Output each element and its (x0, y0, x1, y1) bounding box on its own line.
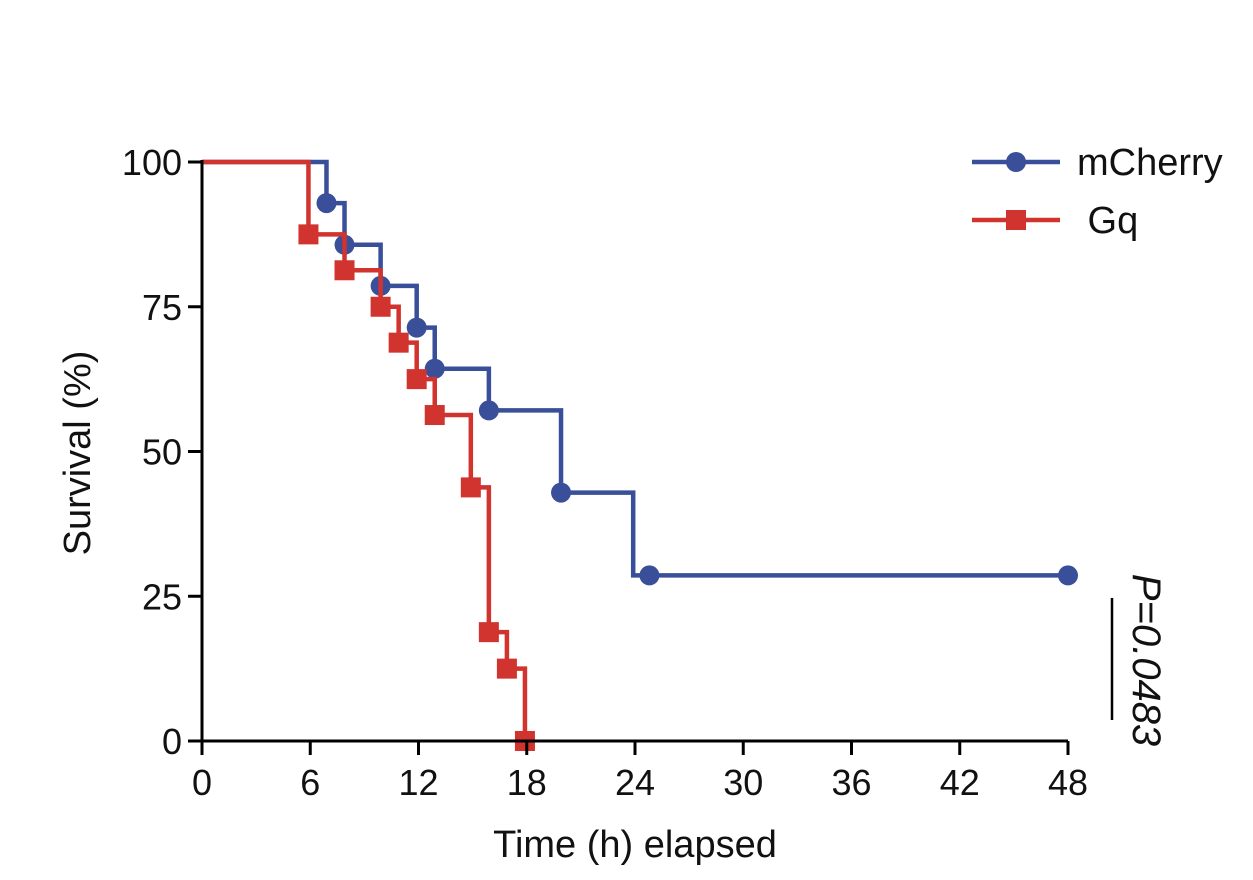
x-tick-label: 36 (831, 762, 871, 803)
y-tick-label: 0 (162, 721, 182, 762)
x-tick-label: 0 (192, 762, 212, 803)
data-point-mcherry (1058, 565, 1078, 586)
x-tick-label: 30 (723, 762, 763, 803)
legend: mCherry Gq (972, 142, 1223, 242)
y-tick-label: 50 (142, 432, 182, 473)
y-axis-label: Survival (%) (57, 351, 99, 556)
p-value-text: P=0.0483 (1124, 574, 1168, 746)
data-point-gq (388, 332, 409, 353)
data-point-mcherry (478, 400, 499, 421)
data-point-mcherry (406, 317, 427, 338)
y-tick-label: 25 (142, 576, 182, 617)
series-line-gq (202, 159, 528, 741)
legend-label-gq: Gq (1077, 200, 1138, 242)
data-point-gq (460, 477, 481, 498)
x-axis-label: Time (h) elapsed (493, 824, 777, 866)
data-point-gq (424, 405, 445, 426)
legend-marker-gq (1006, 210, 1026, 230)
p-value-annotation: P=0.0483 (1110, 574, 1168, 746)
x-tick-label: 12 (398, 762, 438, 803)
data-point-gq (370, 296, 391, 317)
data-point-mcherry (639, 565, 660, 586)
x-tick-label: 42 (940, 762, 980, 803)
x-tick-label: 48 (1048, 762, 1088, 803)
y-tick-label: 100 (122, 142, 182, 183)
data-point-gq (298, 224, 319, 245)
y-tick-label: 75 (142, 287, 182, 328)
data-point-gq (406, 369, 427, 390)
data-point-gq (334, 260, 355, 281)
data-point-mcherry (551, 482, 572, 503)
legend-label-mcherry: mCherry (1077, 142, 1223, 184)
data-point-mcherry (316, 193, 337, 214)
legend-marker-mcherry (1006, 152, 1026, 172)
x-tick-label: 24 (615, 762, 655, 803)
x-tick-label: 6 (300, 762, 320, 803)
data-point-gq (496, 658, 517, 679)
data-point-gq (478, 622, 499, 643)
series-line-mcherry (202, 159, 1068, 578)
data-point-mcherry (424, 358, 445, 379)
x-tick-label: 18 (507, 762, 547, 803)
